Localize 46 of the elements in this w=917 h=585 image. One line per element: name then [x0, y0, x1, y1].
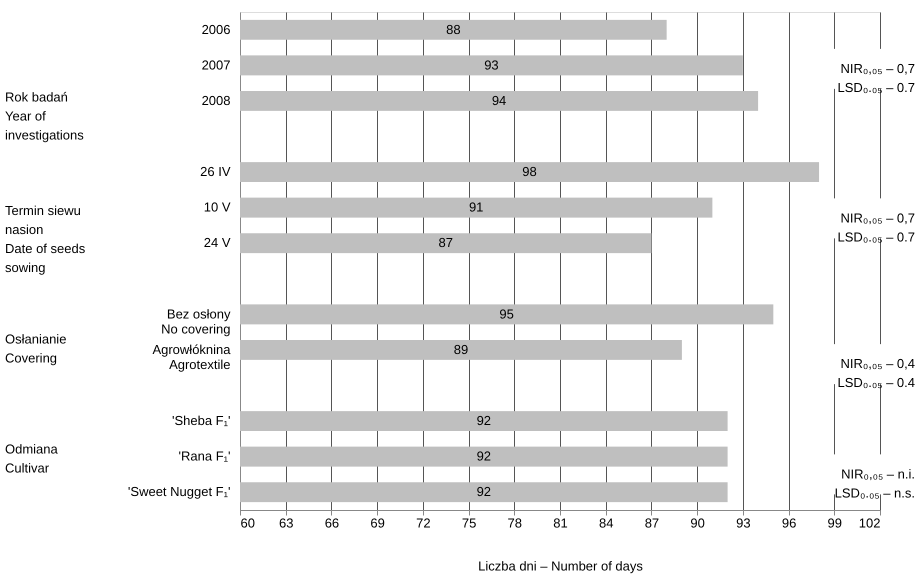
- y-tick-label: Agrowłóknina Agrotextile: [152, 342, 232, 372]
- annotation: NIR₀,₀₅ – 0,4 LSD₀.₀₅ – 0.4: [838, 356, 915, 390]
- text: Termin siewu nasion Date of seeds sowing: [5, 203, 86, 276]
- x-tick-label: 75: [462, 516, 476, 530]
- text: Odmiana Cultivar: [5, 442, 59, 476]
- text: Rok badań Year of investigations: [5, 89, 84, 142]
- y-tick-label: 'Sheba F₁': [172, 413, 230, 428]
- x-tick-label: 63: [278, 516, 294, 530]
- y-tick-label: 2006: [202, 22, 230, 37]
- text: Osłanianie Covering: [5, 331, 66, 366]
- annotation: NIR₀,₀₅ – 0,7 LSD₀.₀₅ – 0.7: [838, 210, 915, 244]
- x-tick-label: 99: [828, 516, 842, 530]
- data-label: 91: [468, 200, 484, 215]
- data-label: 88: [446, 22, 461, 37]
- x-tick-label: 84: [598, 516, 614, 530]
- y-tick-label: 2008: [202, 92, 230, 108]
- data-label: 95: [499, 306, 514, 322]
- y-tick-label: 'Sweet Nugget F₁': [128, 484, 230, 500]
- annotation: NIR₀,₀₅ – 0,7 LSD₀.₀₅ – 0.7: [838, 60, 915, 95]
- y-tick-label: 2007: [202, 57, 230, 72]
- y-tick-label: Bez osłony No covering: [161, 306, 231, 336]
- data-label: 89: [454, 342, 468, 357]
- x-tick-label: 96: [782, 516, 796, 530]
- x-tick-label: 69: [370, 516, 385, 530]
- data-label: 92: [476, 413, 492, 428]
- y-tick-label: 'Rana F₁': [178, 448, 230, 464]
- x-tick-label: 93: [736, 516, 751, 530]
- x-tick-label: 78: [508, 516, 522, 530]
- y-tick-label: 26 IV: [200, 164, 231, 180]
- data-label: 93: [484, 57, 499, 72]
- x-tick-label: 87: [644, 516, 660, 530]
- data-label: 94: [492, 92, 506, 108]
- x-tick-label: 60: [240, 516, 255, 530]
- y-tick-label: 10 V: [204, 200, 231, 215]
- data-label: 98: [522, 164, 537, 180]
- x-tick-label: 72: [416, 516, 431, 530]
- data-label: 87: [438, 235, 453, 250]
- x-tick-label: 90: [690, 516, 705, 530]
- data-label: 92: [476, 448, 492, 464]
- x-tick-label: 81: [553, 516, 568, 530]
- y-tick-label: 24 V: [204, 235, 231, 250]
- x-tick-label: 66: [324, 516, 340, 530]
- data-label: 92: [476, 484, 492, 500]
- annotation: NIR₀,₀₅ – n.i. LSD₀.₀₅ – n.s.: [834, 466, 915, 500]
- x-axis-title: Liczba dni – Number of days: [478, 558, 644, 574]
- x-tick-label: 102: [858, 516, 880, 530]
